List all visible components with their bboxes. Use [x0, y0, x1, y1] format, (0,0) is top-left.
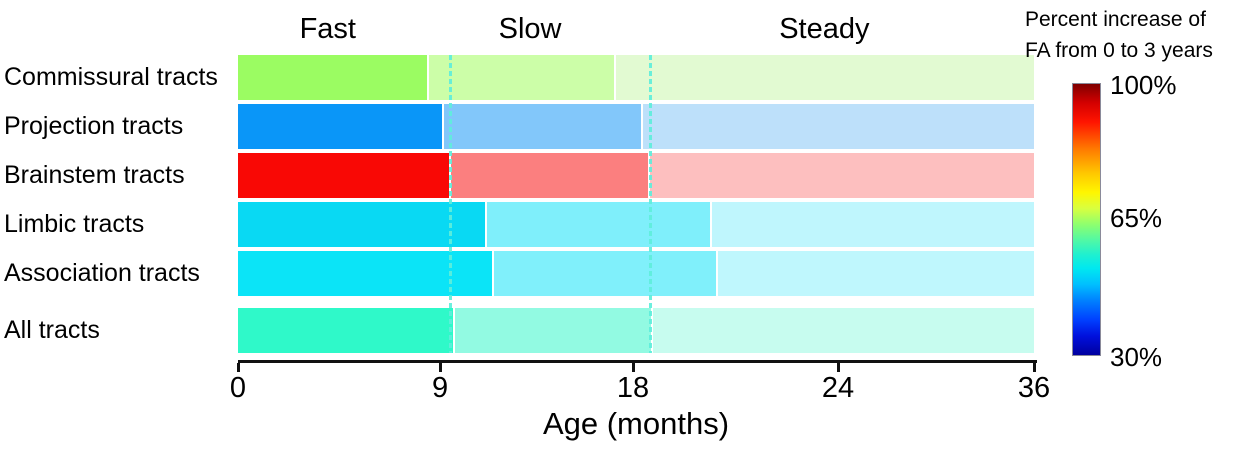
x-tick — [237, 363, 240, 372]
row-label: Commissural tracts — [4, 63, 218, 91]
tract-row — [238, 202, 1034, 247]
row-label: Association tracts — [4, 259, 200, 287]
tract-row — [238, 55, 1034, 100]
colorbar-title-line1: Percent increase of — [1025, 8, 1206, 31]
x-tick — [631, 363, 635, 372]
x-tick-label: 9 — [431, 372, 449, 404]
row-label: Limbic tracts — [4, 210, 145, 238]
x-tick — [837, 363, 841, 372]
phase-label-slow: Slow — [498, 13, 562, 45]
segment-fast — [238, 55, 429, 100]
segment-steady — [711, 202, 1034, 247]
x-axis-title: Age (months) — [542, 406, 730, 441]
segment-steady — [718, 251, 1034, 296]
segment-slow — [487, 202, 712, 247]
phase-boundary-dashed-line — [449, 55, 453, 353]
segment-fast — [238, 202, 488, 247]
tract-row — [238, 251, 1034, 296]
tract-row — [238, 153, 1034, 198]
x-tick-label: 24 — [821, 372, 855, 404]
segment-slow — [444, 104, 644, 149]
row-label: Brainstem tracts — [4, 161, 185, 189]
phase-label-fast: Fast — [299, 13, 356, 45]
x-tick-label: 18 — [616, 372, 650, 404]
segment-steady — [653, 308, 1034, 353]
segment-fast — [238, 251, 494, 296]
colorbar-mid-label: 65% — [1110, 203, 1163, 233]
segment-slow — [455, 308, 654, 353]
segment-slow — [428, 55, 616, 100]
segment-fast — [238, 153, 451, 198]
colorbar-max-label: 100% — [1110, 70, 1177, 100]
colorbar-title: Percent increase of FA from 0 to 3 years — [1025, 4, 1250, 66]
segment-steady — [643, 104, 1034, 149]
segment-steady — [650, 153, 1034, 198]
tract-row — [238, 104, 1034, 149]
x-tick — [439, 363, 443, 372]
x-axis-line — [238, 360, 1037, 363]
phase-boundary-dashed-line — [648, 55, 652, 353]
segment-fast — [238, 104, 445, 149]
phase-label-steady: Steady — [779, 13, 870, 45]
row-label: Projection tracts — [4, 112, 184, 140]
segment-slow — [450, 153, 651, 198]
x-tick — [1033, 363, 1036, 372]
colorbar-gradient — [1072, 83, 1101, 356]
row-label: All tracts — [4, 316, 100, 344]
segment-slow — [493, 251, 719, 296]
segment-fast — [238, 308, 456, 353]
x-tick-label: 0 — [229, 372, 247, 404]
colorbar-min-label: 30% — [1110, 342, 1163, 372]
x-tick-label: 36 — [1017, 372, 1051, 404]
tract-row — [238, 308, 1034, 353]
colorbar-title-line2: FA from 0 to 3 years — [1025, 39, 1213, 62]
segment-steady — [615, 55, 1034, 100]
